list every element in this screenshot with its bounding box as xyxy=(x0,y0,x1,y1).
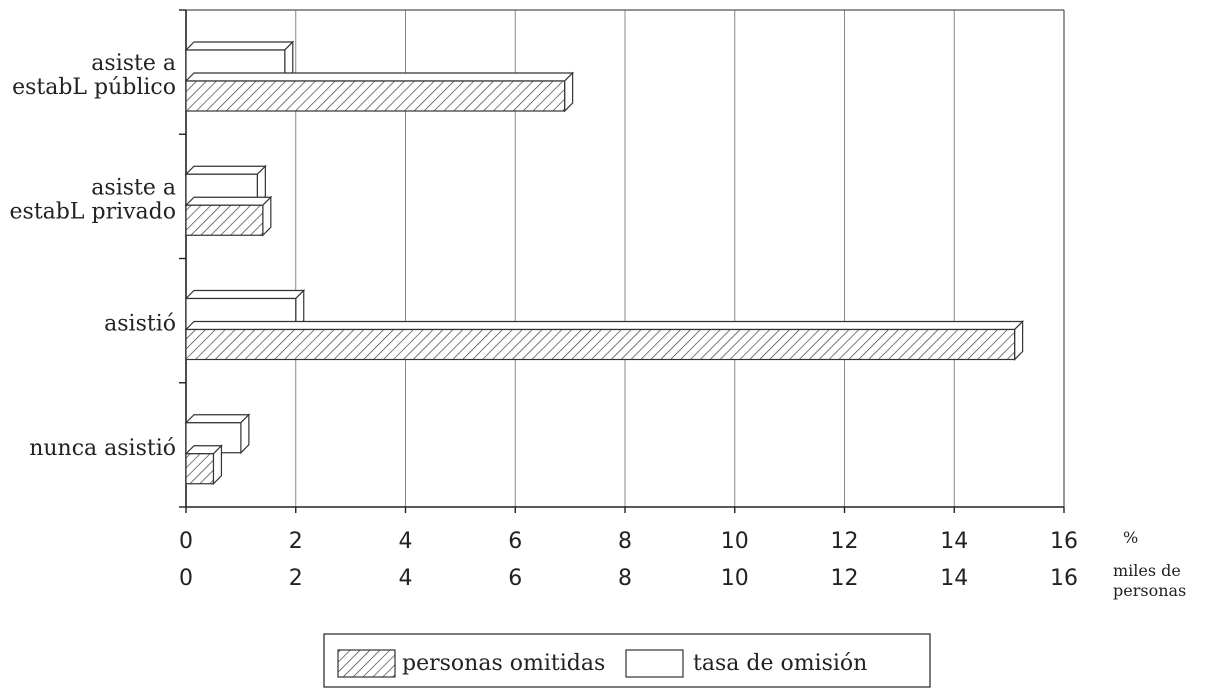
x-tick-label-bottom: 4 xyxy=(399,566,413,591)
category-label-line: estabL público xyxy=(12,75,176,100)
x-tick-label-top: 4 xyxy=(399,529,413,554)
x-tick-label-bottom: 12 xyxy=(831,566,859,591)
x-tick-label-top: 16 xyxy=(1050,529,1078,554)
bar-top-face xyxy=(184,320,1025,331)
x-tick-label-bottom: 16 xyxy=(1050,566,1078,591)
x-tick-label-top: 10 xyxy=(721,529,749,554)
unit-label-bottom: personas xyxy=(1113,581,1186,600)
x-tick-label-top: 2 xyxy=(289,529,303,554)
bar xyxy=(185,204,264,236)
bars xyxy=(184,40,1025,486)
x-tick-label-top: 6 xyxy=(508,529,522,554)
x-tick-label-top: 8 xyxy=(618,529,632,554)
category-label: asistió xyxy=(104,312,176,337)
category-label: asiste a estabL público xyxy=(12,51,176,100)
bar-top-face xyxy=(184,196,273,206)
bar xyxy=(185,80,566,112)
bar-top-face xyxy=(184,165,267,175)
bar-top-face xyxy=(184,289,306,300)
category-label-line: asiste a xyxy=(91,175,176,200)
x-tick-label-top: 0 xyxy=(179,529,193,554)
category-label: nunca asistió xyxy=(29,436,176,461)
bar-top-face xyxy=(184,414,251,424)
bar-top-face xyxy=(184,72,575,82)
unit-label-top: % xyxy=(1123,528,1138,547)
x-tick-label-top: 14 xyxy=(940,529,968,554)
unit-label-bottom: miles de xyxy=(1113,561,1181,580)
x-tick-label-bottom: 8 xyxy=(618,566,632,591)
tick-labels: 0 0 2 2 4 4 6 6 8 8 10 10 12 12 14 14 16 16 xyxy=(179,529,1078,591)
legend-label: personas omitidas xyxy=(402,651,605,676)
category-label-line: estabL privado xyxy=(10,199,176,224)
bar xyxy=(185,328,1016,361)
x-tick-label-top: 12 xyxy=(831,529,859,554)
bar-top-face xyxy=(184,41,295,51)
x-tick-label-bottom: 0 xyxy=(179,566,193,591)
x-tick-label-bottom: 14 xyxy=(940,566,968,591)
legend-label: tasa de omisión xyxy=(693,651,867,676)
category-label-line: asiste a xyxy=(91,51,176,76)
bar xyxy=(185,453,215,485)
x-tick-label-bottom: 10 xyxy=(721,566,749,591)
category-label-line: asistió xyxy=(104,312,176,337)
category-label-line: nunca asistió xyxy=(29,436,176,461)
x-tick-label-bottom: 6 xyxy=(508,566,522,591)
legend: personas omitidas tasa de omisión xyxy=(323,633,931,688)
legend-swatch-blank xyxy=(625,649,684,678)
x-tick-label-bottom: 2 xyxy=(289,566,303,591)
legend-swatch-hatched xyxy=(337,649,396,678)
category-label: asiste a estabL privado xyxy=(10,175,176,224)
